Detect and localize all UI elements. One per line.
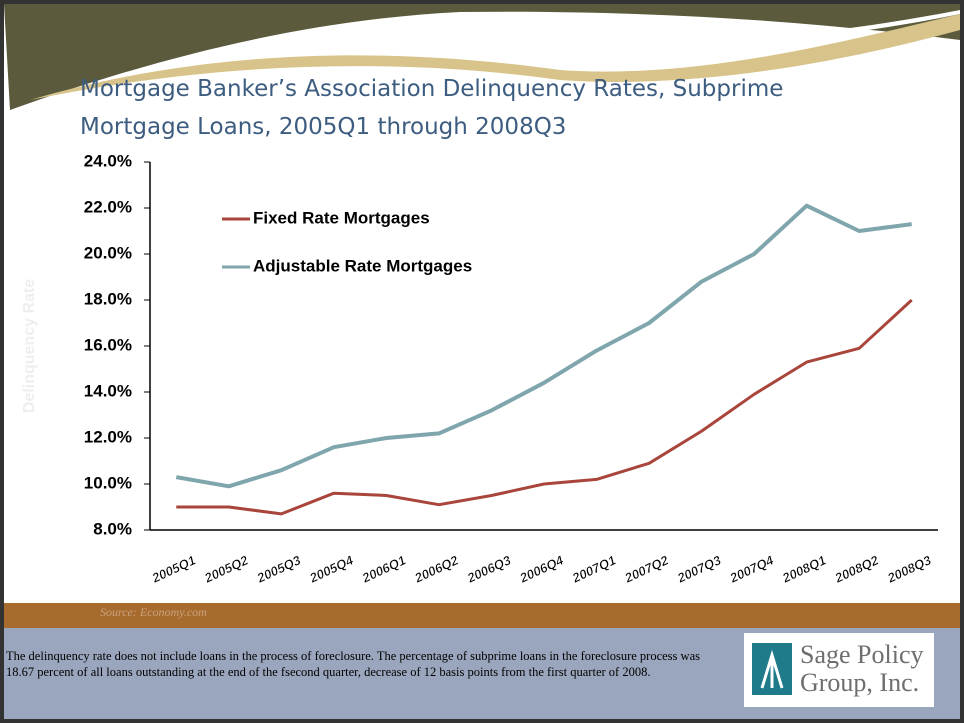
y-tick-label: 24.0% [84,151,132,170]
y-tick-label: 10.0% [84,473,132,492]
y-tick-label: 14.0% [84,381,132,400]
logo: Sage Policy Group, Inc. [744,633,934,707]
y-tick-label: 12.0% [84,427,132,446]
logo-text: Group, Inc. [800,668,920,697]
legend-label: Fixed Rate Mortgages [253,208,430,227]
chart-title: Mortgage Banker’s Association Delinquenc… [80,76,784,140]
swoosh-gold [30,14,960,100]
logo-icon [752,643,792,695]
y-tick-label: 22.0% [84,197,132,216]
y-axis-title: Delinquency Rate [21,279,38,413]
logo-mark [760,649,784,689]
y-tick-label: 8.0% [93,519,132,538]
footnote: The delinquency rate does not include lo… [6,649,700,679]
y-tick-label: 18.0% [84,289,132,308]
legend-label: Adjustable Rate Mortgages [253,256,472,275]
y-tick-label: 16.0% [84,335,132,354]
logo-text: Sage Policy [800,640,924,669]
series-line [175,203,912,489]
swoosh-dark [4,4,960,110]
series-line [176,298,913,516]
y-tick-label: 20.0% [84,243,132,262]
source-band [4,603,960,628]
source: Source: Economy.com [100,605,207,619]
